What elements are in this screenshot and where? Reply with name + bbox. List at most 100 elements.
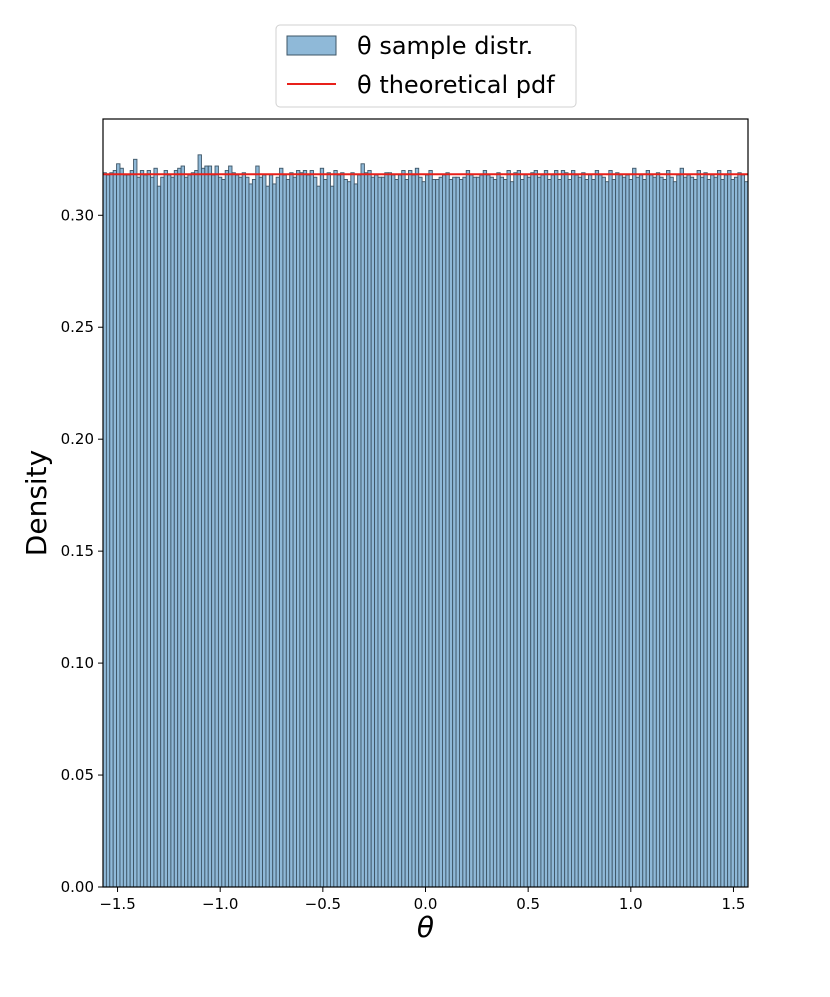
histogram-bar (190, 172, 196, 888)
x-tick-label: 0.5 (516, 895, 540, 913)
histogram-bar (567, 179, 572, 888)
histogram-bar (462, 176, 467, 888)
histogram-bar (727, 170, 732, 888)
histogram-bar (543, 170, 549, 888)
histogram-bar (231, 172, 236, 888)
histogram-bar (143, 174, 148, 888)
histogram-bar (445, 172, 450, 888)
histogram-bar (472, 176, 477, 888)
histogram-bar (716, 170, 722, 888)
histogram-bar (516, 170, 522, 888)
histogram-bar (238, 176, 243, 888)
histogram-bar (262, 174, 267, 888)
histogram-bar (560, 170, 566, 888)
histogram-bar (659, 176, 664, 888)
histogram-bar (119, 167, 124, 888)
histogram-bar (313, 176, 318, 888)
histogram-bar (248, 183, 253, 888)
histogram-bar (411, 174, 416, 888)
y-tick-label: 0.10 (61, 654, 94, 672)
histogram-bar (676, 174, 681, 888)
histogram-bar (296, 170, 301, 888)
histogram-bar (146, 170, 151, 888)
histogram-bar (394, 179, 399, 888)
histogram-bar (116, 163, 121, 888)
x-tick-label: −1.0 (202, 895, 238, 913)
histogram-bar (703, 172, 708, 888)
histogram-bar (740, 174, 746, 888)
x-tick-label: 1.0 (619, 895, 643, 913)
histogram-bar (655, 172, 661, 888)
histogram-bar (170, 176, 175, 888)
histogram-bar (241, 172, 247, 888)
histogram-bar (350, 172, 355, 888)
histogram-bar (214, 165, 219, 888)
y-axis-label: Density (20, 450, 53, 556)
histogram-bar (404, 179, 409, 888)
y-tick-label: 0.05 (61, 766, 94, 784)
histogram-bar (550, 174, 555, 888)
histogram-bar (346, 181, 352, 888)
histogram-bar (360, 163, 365, 888)
histogram-bar (265, 185, 270, 888)
histogram-bar (442, 174, 447, 888)
histogram-bar (109, 172, 114, 888)
histogram-bar (465, 170, 471, 888)
histogram-bar (696, 170, 701, 888)
histogram-bar (608, 170, 613, 888)
histogram-bar (547, 179, 552, 888)
histogram-bar (353, 183, 359, 888)
histogram-bar (581, 172, 586, 888)
histogram-bar (587, 174, 593, 888)
histogram-bar (272, 183, 277, 888)
histogram-bar (737, 172, 742, 888)
histogram-bar (408, 170, 413, 888)
histogram-bar (720, 179, 725, 888)
histogram-bar (540, 174, 545, 888)
legend-swatch-sample (286, 35, 337, 56)
histogram-bar (679, 167, 684, 888)
x-axis-ticks: −1.5 −1.0 −0.5 0.0 0.5 1.0 1.5 (99, 887, 745, 913)
histogram-bar (584, 179, 589, 888)
histogram-bar (323, 179, 328, 888)
histogram-bar (489, 176, 494, 888)
histogram-bar (479, 174, 484, 888)
histogram-bar (652, 176, 657, 888)
histogram-bar (509, 181, 515, 888)
x-tick-label: 0.0 (414, 895, 438, 913)
histogram-bar (316, 185, 321, 888)
histogram-bar (139, 170, 145, 888)
histogram-bar (234, 174, 240, 888)
histogram-bar (326, 172, 331, 888)
histogram-bar (333, 170, 338, 888)
histogram-bar (448, 179, 454, 888)
histogram-bar (105, 174, 111, 888)
histogram-bar (700, 176, 705, 888)
histogram-bar (160, 176, 165, 888)
histogram-bar (282, 174, 287, 888)
y-tick-label: 0.20 (61, 430, 94, 448)
histogram-bar (200, 167, 206, 888)
histogram-bar (180, 165, 185, 888)
histogram-bar (204, 165, 209, 888)
histogram-bar (387, 172, 393, 888)
histogram-bar (279, 167, 284, 888)
histogram-bar (251, 179, 257, 888)
histogram-bar (713, 176, 718, 888)
histogram-bar (340, 172, 345, 888)
histogram-bar (217, 176, 223, 888)
histogram-bar (187, 174, 192, 888)
histogram-bar (621, 176, 627, 888)
histogram-bar (343, 179, 348, 888)
histogram-bar (733, 176, 739, 888)
histogram-bar (513, 172, 518, 888)
y-tick-label: 0.15 (61, 542, 94, 560)
histogram-bar (574, 174, 579, 888)
histogram-bar (506, 170, 511, 888)
y-tick-label: 0.30 (61, 206, 94, 224)
histogram-bar (177, 167, 182, 888)
histogram-bar (336, 174, 342, 888)
histogram-bar (496, 172, 501, 888)
histogram-bar (431, 179, 437, 888)
